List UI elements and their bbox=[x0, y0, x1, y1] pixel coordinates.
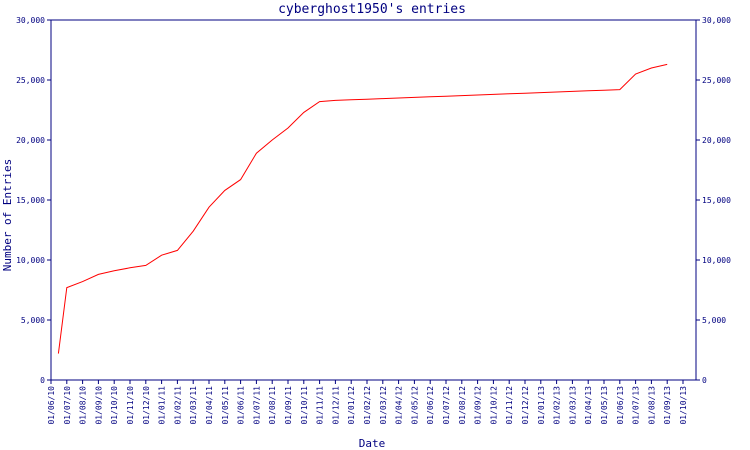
x-tick-label: 01/08/10 bbox=[79, 386, 88, 425]
x-tick-label: 01/01/13 bbox=[537, 386, 546, 425]
x-tick-label: 01/02/13 bbox=[553, 386, 562, 425]
y-axis-right: 0 5,000 10,000 15,000 20,000 25,000 30,000 bbox=[696, 16, 731, 385]
x-tick-label: 01/09/10 bbox=[94, 386, 103, 425]
y-tick-label-left: 25,000 bbox=[16, 76, 45, 85]
x-tick-label: 01/10/13 bbox=[679, 386, 688, 425]
x-tick-label: 01/06/11 bbox=[237, 386, 246, 425]
entries-series-line bbox=[57, 63, 668, 354]
y-tick-label-left: 10,000 bbox=[16, 256, 45, 265]
y-tick-label-right: 20,000 bbox=[702, 136, 731, 145]
y-axis-title: Number of Entries bbox=[1, 159, 14, 272]
x-tick-label: 01/08/12 bbox=[458, 386, 467, 425]
x-tick-label: 01/12/10 bbox=[142, 386, 151, 425]
x-axis: 01/06/10 01/07/10 01/08/10 01/09/10 01/10/10… bbox=[47, 380, 688, 425]
y-tick-label-right: 0 bbox=[702, 376, 707, 385]
series-layer bbox=[57, 63, 668, 354]
x-tick-label: 01/11/10 bbox=[126, 386, 135, 425]
y-tick-label-right: 25,000 bbox=[702, 76, 731, 85]
x-tick-label: 01/09/13 bbox=[663, 386, 672, 425]
x-tick-label: 01/09/11 bbox=[284, 386, 293, 425]
x-tick-label: 01/07/13 bbox=[632, 386, 641, 425]
x-tick-label: 01/12/11 bbox=[331, 386, 340, 425]
x-tick-label: 01/05/11 bbox=[221, 386, 230, 425]
x-tick-label: 01/04/11 bbox=[205, 386, 214, 425]
x-tick-label: 01/03/13 bbox=[568, 386, 577, 425]
x-tick-label: 01/11/12 bbox=[505, 386, 514, 425]
x-tick-label: 01/10/12 bbox=[489, 386, 498, 425]
x-tick-label: 01/06/12 bbox=[426, 386, 435, 425]
x-tick-label: 01/04/12 bbox=[395, 386, 404, 425]
x-tick-label: 01/01/12 bbox=[347, 386, 356, 425]
y-tick-label-left: 30,000 bbox=[16, 16, 45, 25]
x-tick-label: 01/04/13 bbox=[584, 386, 593, 425]
x-tick-label: 01/07/10 bbox=[63, 386, 72, 425]
x-tick-label: 01/06/10 bbox=[47, 386, 56, 425]
x-tick-label: 01/08/11 bbox=[268, 386, 277, 425]
y-tick-label-right: 30,000 bbox=[702, 16, 731, 25]
x-tick-label: 01/11/11 bbox=[316, 386, 325, 425]
x-tick-label: 01/02/12 bbox=[363, 386, 372, 425]
x-tick-label: 01/05/13 bbox=[600, 386, 609, 425]
x-tick-label: 01/03/12 bbox=[379, 386, 388, 425]
chart-title: cyberghost1950's entries bbox=[278, 2, 466, 17]
x-tick-label: 01/05/12 bbox=[410, 386, 419, 425]
y-tick-label-left: 15,000 bbox=[16, 196, 45, 205]
y-tick-label-left: 0 bbox=[40, 376, 45, 385]
x-tick-label: 01/08/13 bbox=[647, 386, 656, 425]
y-tick-label-left: 5,000 bbox=[21, 316, 45, 325]
x-tick-label: 01/10/10 bbox=[110, 386, 119, 425]
x-tick-label: 01/01/11 bbox=[158, 386, 167, 425]
y-tick-label-right: 5,000 bbox=[702, 316, 726, 325]
x-tick-label: 01/06/13 bbox=[616, 386, 625, 425]
y-axis-left: 0 5,000 10,000 15,000 20,000 25,000 30,000 bbox=[16, 16, 51, 385]
y-tick-label-right: 15,000 bbox=[702, 196, 731, 205]
plot-area-frame bbox=[50, 19, 697, 381]
y-tick-label-left: 20,000 bbox=[16, 136, 45, 145]
x-axis-title: Date bbox=[359, 437, 386, 450]
x-tick-label: 01/12/12 bbox=[521, 386, 530, 425]
x-tick-label: 01/03/11 bbox=[189, 386, 198, 425]
x-tick-label: 01/02/11 bbox=[173, 386, 182, 425]
x-tick-label: 01/07/11 bbox=[252, 386, 261, 425]
x-tick-label: 01/10/11 bbox=[300, 386, 309, 425]
x-tick-label: 01/09/12 bbox=[474, 386, 483, 425]
y-tick-label-right: 10,000 bbox=[702, 256, 731, 265]
x-tick-label: 01/07/12 bbox=[442, 386, 451, 425]
